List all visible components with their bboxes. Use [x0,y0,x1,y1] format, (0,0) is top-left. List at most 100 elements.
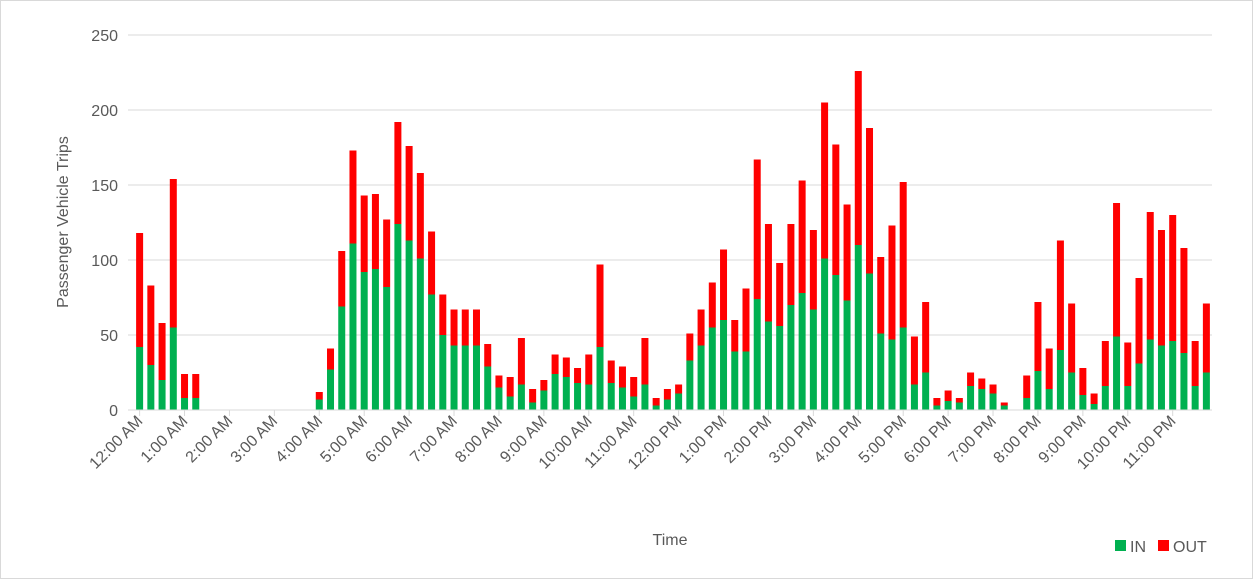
bar-segment [551,374,559,410]
bar-segment [596,347,604,410]
bar-segment [1146,339,1154,410]
bar-segment [641,384,649,410]
bar-segment [1202,372,1210,410]
bar-segment [742,351,750,410]
bar-segment [439,294,447,335]
bar-segment [753,299,761,410]
bar-segment [1135,363,1143,410]
bar-segment [675,393,683,410]
bar-segment [798,180,806,293]
bar-segment [495,375,503,388]
bar-segment [1045,348,1053,389]
bar-segment [731,351,739,410]
bar-segment [967,372,975,386]
bar-segment [405,240,413,410]
bar-segment [472,345,480,410]
bar-segment [1101,341,1109,386]
bar-segment [888,225,896,340]
bar-segment [787,224,795,305]
bar-segment [675,384,683,394]
bar-segment [192,398,200,410]
bar-segment [652,405,660,410]
bar-segment [371,269,379,410]
bar-segment [517,384,525,410]
bar-segment [641,338,649,385]
bar-segment [1191,341,1199,386]
bar-segment [809,230,817,310]
bar-segment [720,320,728,410]
bar-segment [1169,215,1177,341]
bar-segment [686,333,694,361]
bar-segment [877,257,885,334]
bar-segment [809,309,817,410]
bar-segment [562,377,570,410]
bar-segment [1180,353,1188,410]
bar-segment [989,393,997,410]
bar-segment [1180,248,1188,353]
bar-segment [832,275,840,410]
bar-segment [158,323,166,380]
bar-segment [338,251,346,307]
bar-segment [147,285,155,365]
bar-segment [978,389,986,410]
y-tick-label: 150 [91,178,118,195]
bar-segment [1157,230,1165,346]
bar-segment [1202,303,1210,373]
bar-segment [540,380,548,391]
bar-segment [1191,386,1199,410]
bar-segment [1034,302,1042,371]
bar-segment [989,384,997,394]
bar-segment [663,389,671,400]
bar-segment [416,258,424,410]
bar-segment [1079,395,1087,410]
bar-segment [562,357,570,377]
bar-segment [1124,386,1132,410]
bar-segment [585,354,593,385]
bar-segment [158,380,166,410]
bar-segment [607,383,615,410]
bar-segment [1101,386,1109,410]
bar-segment [574,383,582,410]
bar-segment [708,327,716,410]
bar-segment [169,179,177,328]
bar-segment [394,122,402,224]
bar-segment [461,345,469,410]
bar-segment [1000,402,1008,406]
bar-segment [529,389,537,403]
bar-segment [955,402,963,410]
x-axis-title: Time [653,532,688,549]
bar-segment [349,150,357,244]
bar-segment [136,347,144,410]
bar-segment [338,306,346,410]
bar-segment [866,128,874,274]
bar-segment [181,398,189,410]
bar-segment [922,372,930,410]
bar-segment [1169,341,1177,410]
bar-segment [147,365,155,410]
bar-segment [843,300,851,410]
bar-segment [967,386,975,410]
legend-label: OUT [1173,539,1207,556]
bar-segment [495,387,503,410]
bar-segment [899,327,907,410]
bar-segment [1045,389,1053,410]
bar-segment [843,204,851,301]
bar-segment [484,344,492,367]
bar-segment [888,339,896,410]
bar-segment [349,243,357,410]
bar-segment [618,387,626,410]
bar-segment [181,374,189,398]
y-tick-label: 200 [91,103,118,120]
bar-segment [978,378,986,389]
bar-segment [697,345,705,410]
bar-segment [1000,405,1008,410]
bar-segment [136,233,144,347]
bar-segment [955,398,963,403]
bar-segment [1056,350,1064,410]
bar-segment [1124,342,1132,386]
bar-segment [708,282,716,328]
y-axis-title: Passenger Vehicle Trips [55,136,72,308]
bar-segment [821,102,829,259]
bar-segment [910,384,918,410]
